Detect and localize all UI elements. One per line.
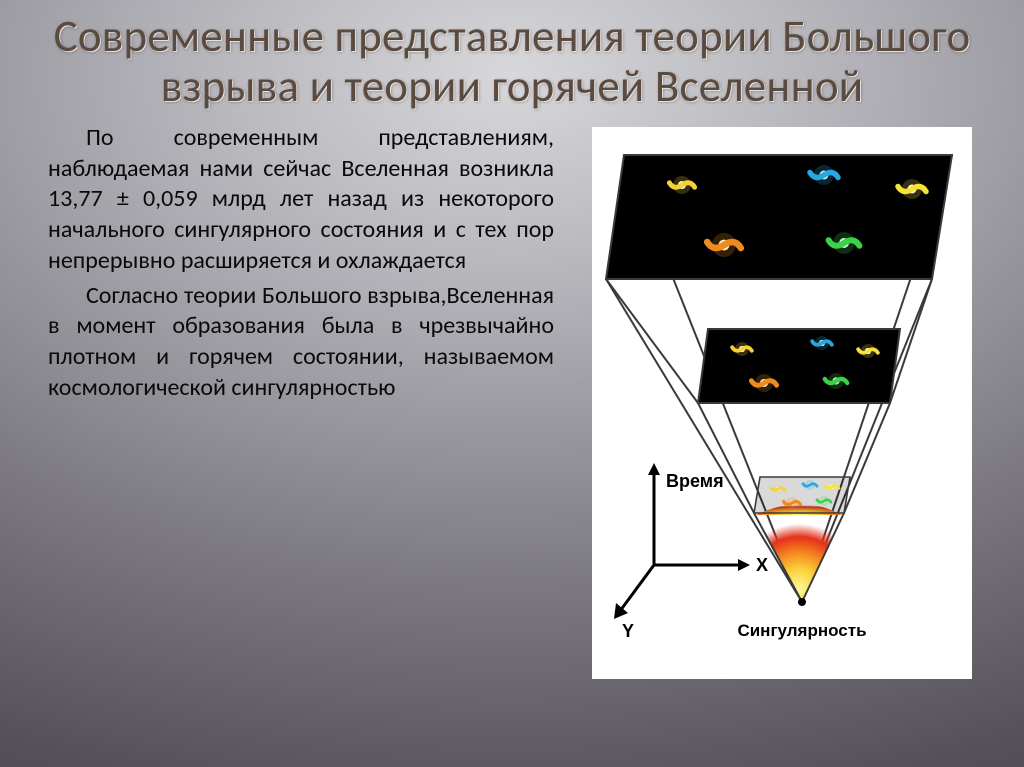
- axis-label-y: Y: [622, 621, 634, 641]
- paragraph-1: По современным представлениям, наблюдаем…: [48, 123, 554, 277]
- text-column: По современным представлениям, наблюдаем…: [48, 123, 554, 679]
- axis-label-x: X: [756, 555, 768, 575]
- axis-label-time: Время: [666, 471, 724, 491]
- singularity-label: Сингулярность: [737, 621, 866, 640]
- slide-title: Современные представления теории Большог…: [0, 0, 1024, 117]
- content-row: По современным представлениям, наблюдаем…: [0, 117, 1024, 679]
- slide-root: Современные представления теории Большог…: [0, 0, 1024, 767]
- paragraph-2: Согласно теории Большого взрыва,Вселенна…: [48, 281, 554, 404]
- expansion-diagram: Время X Y Сингулярность: [592, 127, 972, 679]
- diagram-column: Время X Y Сингулярность: [572, 123, 992, 679]
